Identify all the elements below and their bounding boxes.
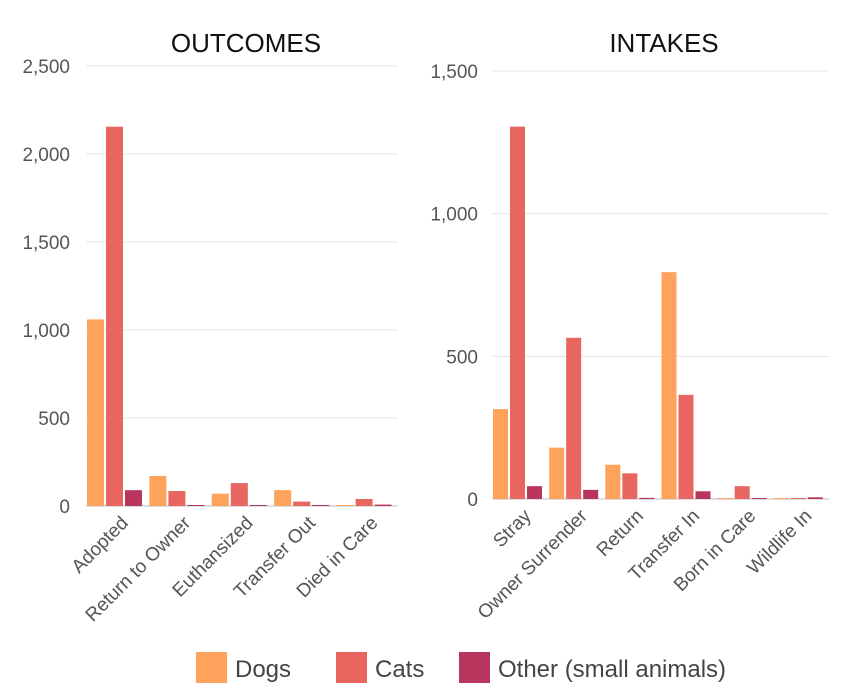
category-label: Adopted (68, 513, 133, 578)
bar-dogs-euthansized (211, 493, 229, 506)
y-tick-label: 500 (446, 347, 478, 368)
bar-other-small-animals-transfer-in (695, 491, 711, 499)
bar-dogs-transfer-in (661, 272, 677, 499)
legend-swatch-other-small-animals (459, 652, 490, 683)
legend-label-dogs: Dogs (235, 656, 291, 683)
bar-other-small-animals-stray (527, 486, 542, 499)
bar-other-small-animals-return (639, 497, 655, 499)
bar-cats-transfer-in (678, 394, 694, 499)
legend-swatch-dogs (196, 652, 227, 683)
bar-cats-wildlife-in (790, 498, 806, 499)
bar-dogs-born-in-care (717, 498, 733, 499)
legend-label-other-small-animals: Other (small animals) (498, 656, 726, 683)
category-label: Return (593, 506, 648, 561)
bar-cats-euthansized (230, 483, 248, 506)
y-tick-label: 0 (59, 497, 70, 518)
bar-dogs-stray (493, 409, 508, 499)
bar-other-small-animals-wildlife-in (807, 497, 823, 499)
bar-dogs-return (605, 464, 621, 499)
bar-cats-owner-surrender (566, 337, 582, 499)
y-tick-label: 2,500 (22, 57, 70, 78)
bar-cats-born-in-care (734, 486, 750, 499)
chart-title: INTAKES (609, 28, 718, 58)
bar-dogs-adopted (87, 319, 104, 506)
bar-cats-return-to-owner (168, 491, 186, 506)
bar-dogs-wildlife-in (773, 498, 789, 499)
y-tick-label: 1,500 (22, 233, 70, 254)
y-tick-label: 1,000 (430, 205, 478, 226)
bar-cats-adopted (106, 126, 123, 506)
bar-dogs-return-to-owner (149, 476, 167, 506)
category-label: Stray (489, 505, 536, 552)
bar-cats-stray (510, 126, 525, 499)
y-tick-label: 500 (38, 409, 70, 430)
legend-label-cats: Cats (375, 656, 424, 683)
bar-dogs-owner-surrender (549, 447, 565, 499)
chart-title: OUTCOMES (171, 28, 321, 58)
bar-cats-return (622, 473, 638, 499)
bar-other-small-animals-adopted (125, 490, 142, 506)
outcomes-chart: OUTCOMES 0 500 1,000 1,500 2,000 2,500 AdoptedR… (22, 28, 398, 626)
bar-cats-transfer-out (293, 501, 311, 506)
y-tick-label: 0 (467, 490, 478, 511)
y-tick-label: 1,500 (430, 62, 478, 83)
y-tick-label: 2,000 (22, 145, 70, 166)
legend: Dogs Cats Other (small animals) (196, 652, 726, 683)
bar-other-small-animals-owner-surrender (583, 489, 599, 499)
y-tick-label: 1,000 (22, 321, 70, 342)
bar-other-small-animals-died-in-care (374, 504, 392, 506)
bar-other-small-animals-transfer-out (312, 505, 330, 506)
legend-swatch-cats (336, 652, 367, 683)
bar-dogs-died-in-care (336, 505, 354, 506)
bar-dogs-transfer-out (274, 490, 292, 506)
bar-other-small-animals-born-in-care (751, 498, 767, 499)
category-label: Return to Owner (82, 512, 196, 626)
bar-other-small-animals-euthansized (249, 505, 267, 506)
bar-other-small-animals-return-to-owner (187, 505, 205, 506)
bar-cats-died-in-care (355, 498, 373, 506)
